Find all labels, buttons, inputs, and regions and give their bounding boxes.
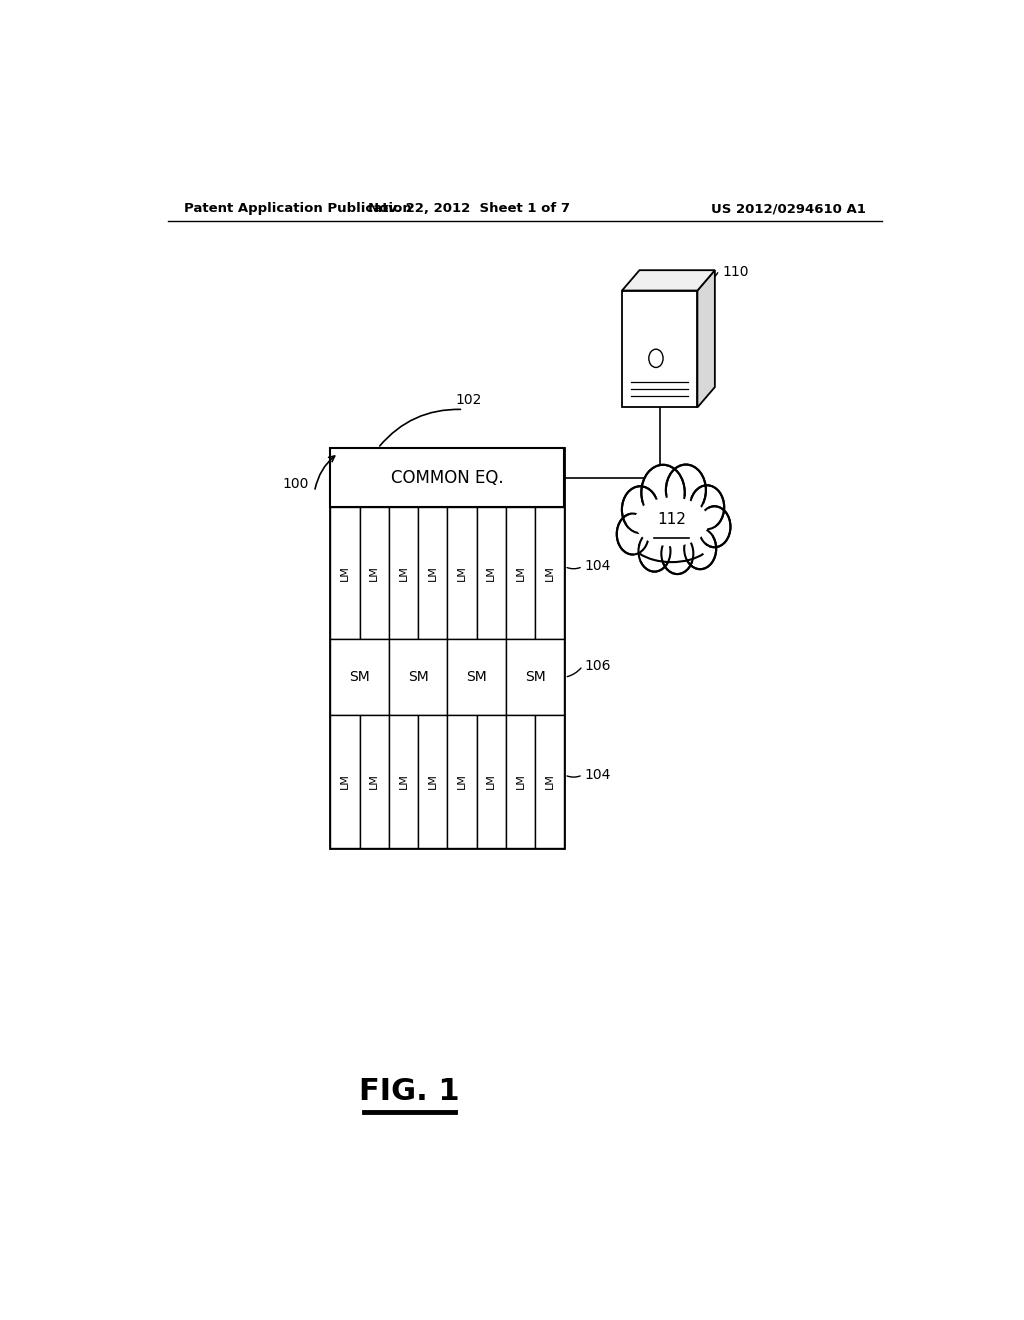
Text: SM: SM: [408, 671, 428, 684]
Bar: [331, 507, 359, 639]
Text: LM: LM: [516, 565, 525, 581]
Bar: [389, 715, 418, 847]
Text: 112: 112: [657, 512, 686, 527]
Text: 100: 100: [283, 477, 309, 491]
Polygon shape: [697, 271, 715, 408]
Text: LM: LM: [457, 774, 467, 789]
Bar: [359, 507, 389, 639]
Circle shape: [639, 531, 671, 572]
Text: 110: 110: [723, 265, 750, 279]
Text: LM: LM: [457, 565, 467, 581]
Circle shape: [641, 465, 685, 520]
Text: LM: LM: [398, 565, 409, 581]
Bar: [418, 507, 447, 639]
Bar: [506, 715, 536, 847]
Text: LM: LM: [516, 774, 525, 789]
Text: LM: LM: [545, 774, 555, 789]
Text: LM: LM: [486, 774, 497, 789]
Bar: [477, 507, 506, 639]
Text: LM: LM: [370, 565, 379, 581]
Text: US 2012/0294610 A1: US 2012/0294610 A1: [712, 202, 866, 215]
Text: LM: LM: [428, 565, 438, 581]
Ellipse shape: [628, 495, 716, 553]
Bar: [359, 715, 389, 847]
Text: LM: LM: [486, 565, 497, 581]
Bar: [622, 290, 697, 408]
Text: COMMON EQ.: COMMON EQ.: [391, 469, 504, 487]
Text: LM: LM: [398, 774, 409, 789]
Bar: [331, 447, 564, 847]
Text: SM: SM: [466, 671, 487, 684]
Text: LM: LM: [370, 774, 379, 789]
Circle shape: [649, 350, 664, 367]
Bar: [418, 715, 447, 847]
Text: 104: 104: [585, 768, 610, 781]
Text: LM: LM: [340, 565, 350, 581]
Circle shape: [684, 528, 716, 569]
Circle shape: [698, 507, 730, 548]
Text: FIG. 1: FIG. 1: [359, 1077, 460, 1106]
Bar: [331, 639, 389, 715]
Circle shape: [662, 533, 693, 574]
Bar: [635, 546, 709, 561]
Bar: [536, 715, 564, 847]
Text: 106: 106: [585, 659, 611, 673]
Circle shape: [622, 486, 658, 533]
Bar: [447, 715, 477, 847]
Text: LM: LM: [340, 774, 350, 789]
Bar: [506, 639, 564, 715]
Circle shape: [666, 465, 706, 516]
Bar: [447, 639, 506, 715]
Text: Patent Application Publication: Patent Application Publication: [183, 202, 412, 215]
Text: SM: SM: [525, 671, 546, 684]
Circle shape: [616, 513, 649, 554]
Text: 104: 104: [585, 560, 610, 573]
Text: LM: LM: [428, 774, 438, 789]
Ellipse shape: [635, 498, 709, 546]
Polygon shape: [622, 271, 715, 290]
Text: SM: SM: [349, 671, 370, 684]
Bar: [389, 639, 447, 715]
Bar: [389, 507, 418, 639]
Bar: [331, 447, 564, 507]
Text: LM: LM: [545, 565, 555, 581]
Ellipse shape: [621, 487, 723, 561]
Circle shape: [690, 486, 724, 529]
Bar: [477, 715, 506, 847]
Bar: [331, 715, 359, 847]
Bar: [447, 507, 477, 639]
Bar: [536, 507, 564, 639]
Bar: [506, 507, 536, 639]
Text: Nov. 22, 2012  Sheet 1 of 7: Nov. 22, 2012 Sheet 1 of 7: [369, 202, 570, 215]
Text: 102: 102: [456, 393, 481, 408]
